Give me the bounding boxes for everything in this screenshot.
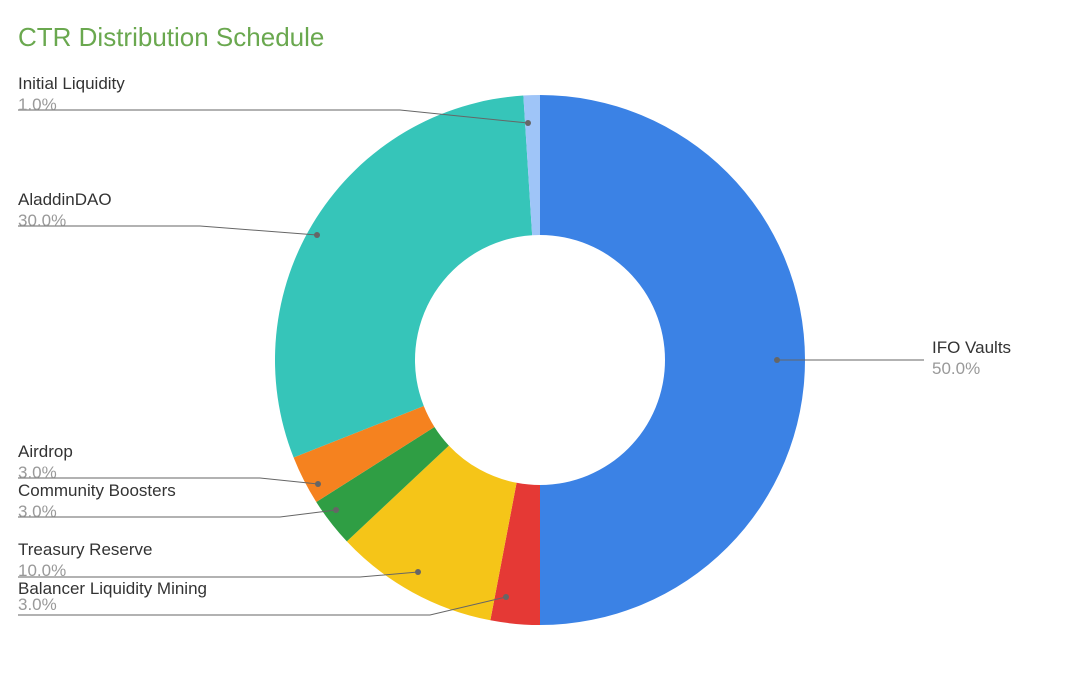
slice-label: Initial Liquidity — [18, 74, 125, 93]
slice-label: IFO Vaults — [932, 338, 1011, 357]
donut-slice — [540, 95, 805, 625]
leader-dot — [503, 594, 509, 600]
slice-label: Community Boosters — [18, 481, 176, 500]
leader-dot — [333, 507, 339, 513]
leader-line — [18, 572, 418, 577]
leader-dot — [415, 569, 421, 575]
slice-percent: 3.0% — [18, 502, 57, 521]
slice-percent: 30.0% — [18, 211, 66, 230]
slice-label: Airdrop — [18, 442, 73, 461]
donut-slice — [275, 96, 532, 458]
leader-dot — [774, 357, 780, 363]
slice-percent: 1.0% — [18, 95, 57, 114]
leader-line — [18, 510, 336, 517]
slice-percent: 3.0% — [18, 463, 57, 482]
leader-dot — [525, 120, 531, 126]
slice-label: Treasury Reserve — [18, 540, 152, 559]
slice-percent: 10.0% — [18, 561, 66, 580]
slice-label: AladdinDAO — [18, 190, 112, 209]
donut-chart: IFO Vaults50.0%Balancer Liquidity Mining… — [0, 0, 1080, 678]
leader-dot — [315, 481, 321, 487]
leader-dot — [314, 232, 320, 238]
slice-percent: 50.0% — [932, 359, 980, 378]
slice-percent: 3.0% — [18, 595, 57, 614]
